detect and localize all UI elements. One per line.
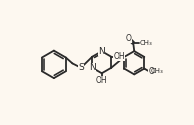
Text: OH: OH — [96, 76, 107, 85]
Text: CH₃: CH₃ — [140, 40, 152, 46]
Text: O: O — [126, 34, 132, 43]
Text: OH: OH — [114, 52, 125, 61]
Text: O: O — [148, 67, 154, 76]
Text: S: S — [78, 63, 84, 72]
Text: N: N — [98, 47, 105, 56]
Text: CH₃: CH₃ — [151, 68, 163, 74]
Text: N: N — [89, 63, 96, 72]
